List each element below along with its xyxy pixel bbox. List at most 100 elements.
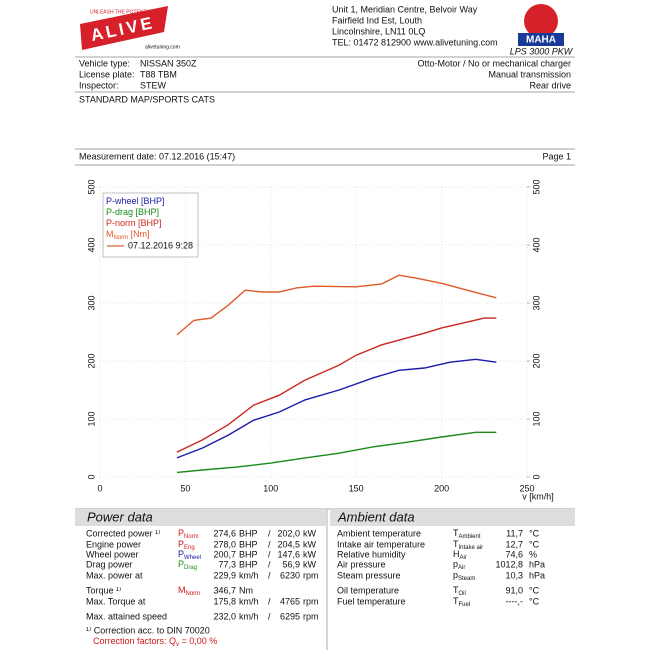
note-text: Correction factors: Q	[93, 636, 176, 646]
legend-name: P-drag [BHP]	[106, 207, 159, 217]
ambient-unit: °C	[529, 539, 540, 549]
power-value: 278,0	[213, 539, 236, 549]
power-unit: km/h	[239, 611, 259, 621]
power-sep: /	[268, 596, 271, 606]
legend-name: M	[106, 229, 114, 239]
ambient-unit: °C	[529, 596, 540, 606]
comment: STANDARD MAP/SPORTS CATS	[79, 94, 215, 104]
symbol: T	[453, 539, 459, 549]
series-line	[176, 274, 497, 336]
power-sep: /	[268, 570, 271, 580]
symbol: p	[453, 570, 458, 580]
power-sep: /	[268, 611, 271, 621]
y2-tick-label: 300	[531, 295, 541, 310]
symbol: T	[453, 585, 459, 595]
symbol: p	[453, 559, 458, 569]
power-unit2: kW	[303, 528, 317, 538]
ambient-unit: hPa	[529, 559, 545, 569]
page-number: Page 1	[542, 151, 571, 161]
address-line: Lincolnshire, LN11 0LQ	[332, 26, 425, 36]
ambient-symbol: TFuel	[453, 596, 470, 607]
power-value2: 147,6	[277, 549, 300, 559]
vehicle-value: T88 TBM	[140, 69, 177, 79]
power-unit2: rpm	[303, 611, 319, 621]
power-symbol: PWheel	[178, 549, 201, 560]
note-rest: = 0,00 %	[179, 636, 217, 646]
vehicle-label: Vehicle type:	[79, 58, 130, 68]
power-sep: /	[268, 528, 271, 538]
ambient-unit: °C	[529, 528, 540, 538]
power-label: Wheel power	[86, 549, 139, 559]
ambient-value: ----,-	[506, 596, 524, 606]
vehicle-value: STEW	[140, 80, 167, 90]
ambient-title: Ambient data	[337, 509, 415, 524]
symbol: H	[453, 549, 460, 559]
symbol-sub: Norm	[186, 591, 201, 597]
ambient-value: 74,6	[505, 549, 523, 559]
power-sep: /	[268, 549, 271, 559]
power-unit2: rpm	[303, 570, 319, 580]
x-tick-label: 150	[349, 483, 364, 493]
maha-model: LPS 3000 PKW	[510, 46, 574, 56]
symbol: P	[178, 559, 184, 569]
y-tick-label: 300	[86, 295, 96, 310]
vehicle-detail: Manual transmission	[488, 69, 571, 79]
symbol: T	[453, 596, 459, 606]
symbol-sub: Ambient	[459, 534, 481, 540]
ambient-label: Air pressure	[337, 559, 386, 569]
power-unit2: kW	[303, 549, 317, 559]
legend-entry: MNorm [Nm]	[106, 229, 150, 240]
power-sep: /	[268, 539, 271, 549]
ambient-symbol: TIntake air	[453, 539, 483, 550]
power-value2: 6230	[280, 570, 300, 580]
symbol: M	[178, 585, 186, 595]
symbol: T	[453, 528, 459, 538]
ambient-unit: %	[529, 549, 537, 559]
power-note: Correction factors: Qv = 0,00 %	[93, 636, 217, 647]
y-tick-label: 500	[86, 179, 96, 194]
address-line: Fairfield Ind Est, Louth	[332, 15, 422, 25]
maha-box	[518, 33, 564, 46]
symbol-sub: Steam	[458, 576, 475, 582]
ambient-label: Relative humidity	[337, 549, 406, 559]
ambient-symbol: TOil	[453, 585, 466, 596]
vehicle-label: Inspector:	[79, 80, 119, 90]
measurement-date: Measurement date: 07.12.2016 (15:47)	[79, 151, 235, 161]
power-unit: BHP	[239, 559, 258, 569]
ambient-value: 12,7	[505, 539, 523, 549]
symbol-sub: Oil	[459, 591, 466, 597]
symbol: P	[178, 528, 184, 538]
power-unit: Nm	[239, 585, 253, 595]
logo-web: alivetuning.com	[145, 44, 180, 50]
power-label: Max. attained speed	[86, 611, 167, 621]
power-value: 232,0	[213, 611, 236, 621]
legend-unit: [Nm]	[128, 229, 150, 239]
y-tick-label: 400	[86, 237, 96, 252]
x-axis-label: v [km/h]	[522, 491, 554, 501]
y-tick-label: 200	[86, 353, 96, 368]
maha-name: MAHA	[526, 35, 556, 46]
power-unit: BHP	[239, 528, 258, 538]
ambient-symbol: TAmbient	[453, 528, 481, 539]
vehicle-value: NISSAN 350Z	[140, 58, 197, 68]
ambient-header-bg	[330, 509, 575, 526]
legend-entry: P-wheel [BHP]	[106, 196, 165, 206]
power-label: Torque ¹⁾	[86, 585, 121, 595]
power-value2: 6295	[280, 611, 300, 621]
ambient-unit: hPa	[529, 570, 545, 580]
power-label: Max. power at	[86, 570, 143, 580]
symbol-sub: Intake air	[459, 545, 484, 551]
legend-entry: P-norm [BHP]	[106, 218, 162, 228]
power-unit: BHP	[239, 549, 258, 559]
power-label: Max. Torque at	[86, 596, 146, 606]
x-tick-label: 250	[519, 483, 534, 493]
ambient-label: Intake air temperature	[337, 539, 425, 549]
symbol-sub: Drag	[184, 565, 197, 571]
x-tick-label: 200	[434, 483, 449, 493]
power-unit: km/h	[239, 596, 259, 606]
power-value: 346,7	[213, 585, 236, 595]
maha-badge	[524, 4, 558, 38]
ambient-label: Oil temperature	[337, 585, 399, 595]
ambient-value: 10,3	[505, 570, 523, 580]
